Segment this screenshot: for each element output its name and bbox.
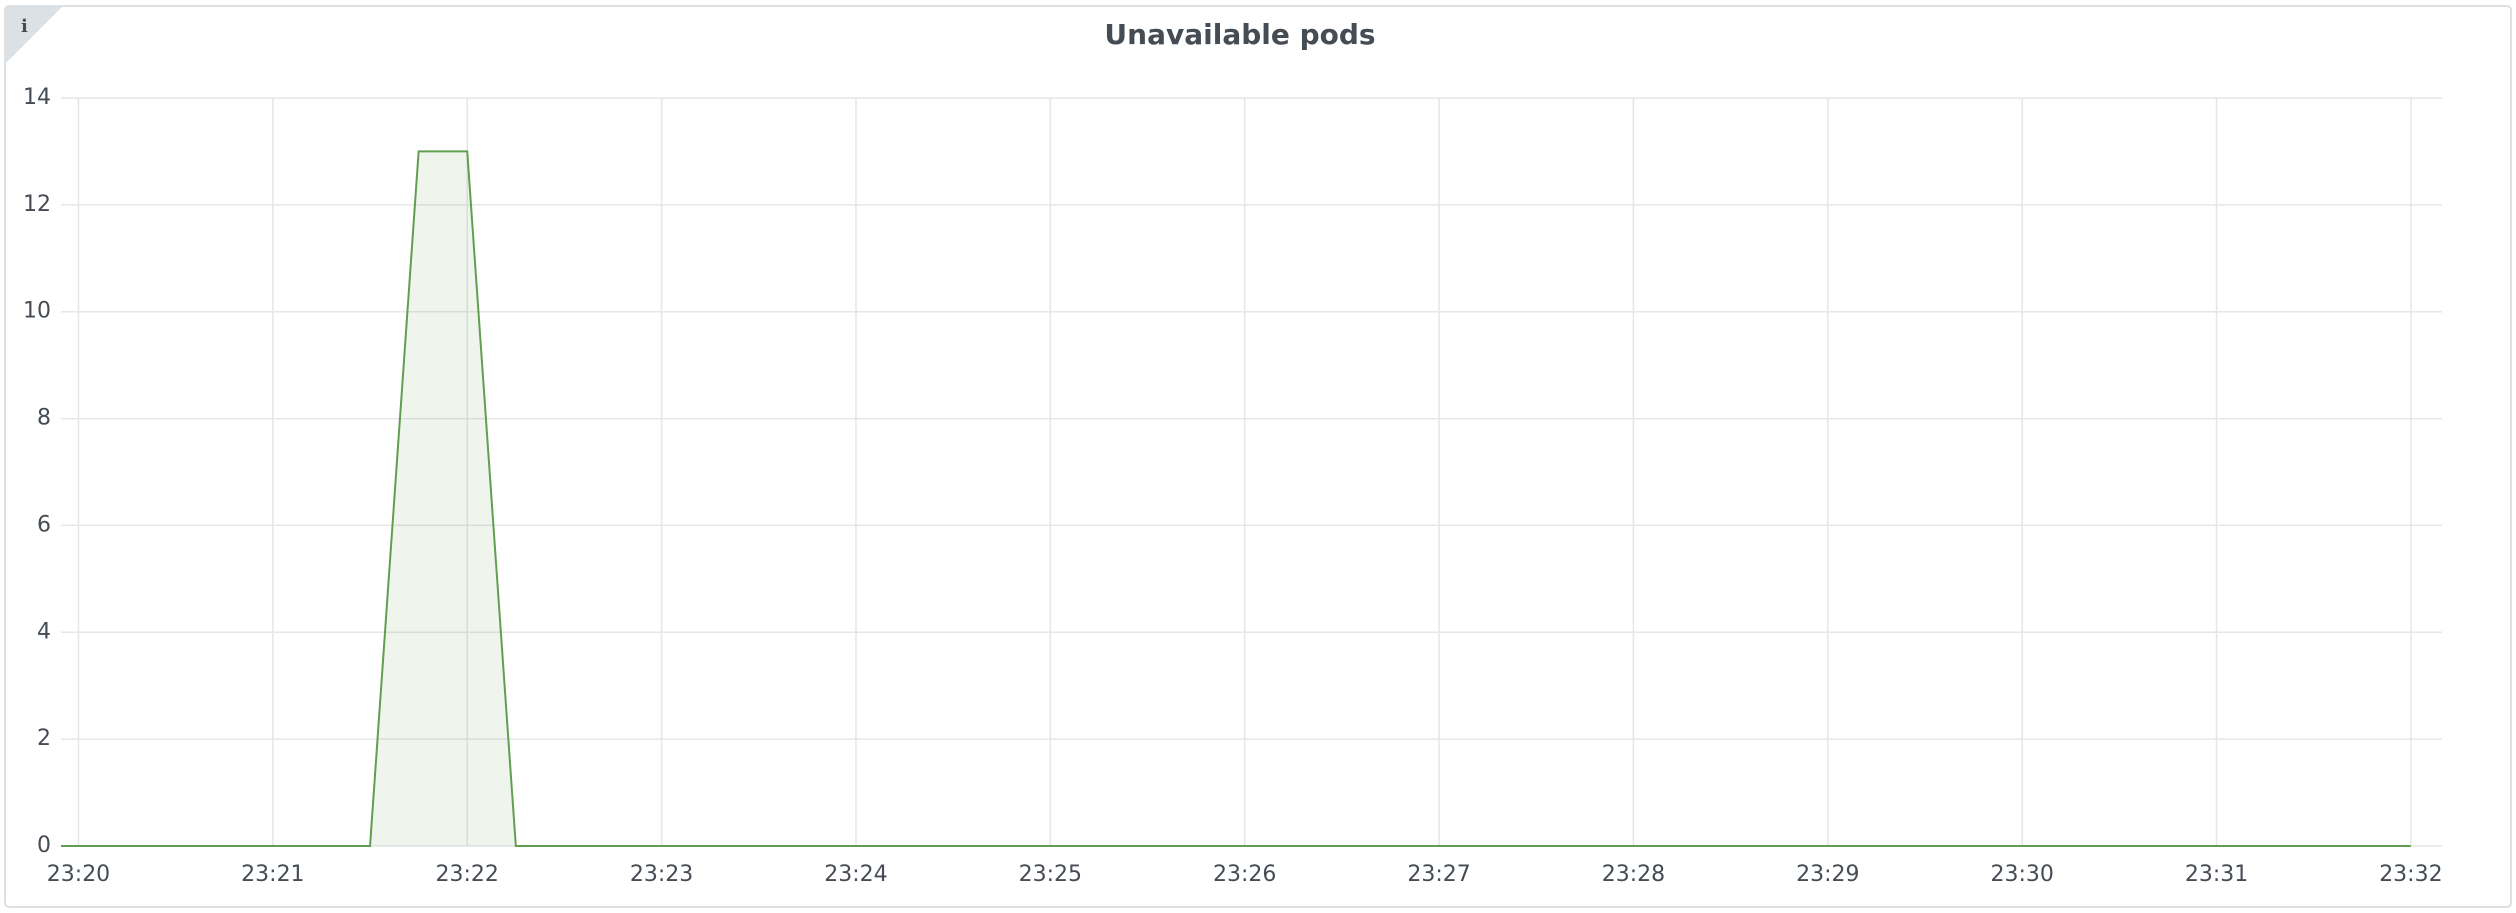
x-tick-label: 23:29 xyxy=(1796,862,1859,887)
x-tick-label: 23:22 xyxy=(436,862,499,887)
x-tick-label: 23:21 xyxy=(241,862,304,887)
y-tick-label: 2 xyxy=(37,726,51,751)
x-tick-label: 23:26 xyxy=(1213,862,1276,887)
y-tick-label: 6 xyxy=(37,512,51,537)
x-tick-label: 23:20 xyxy=(47,862,110,887)
x-tick-label: 23:28 xyxy=(1602,862,1665,887)
y-tick-label: 4 xyxy=(37,619,51,644)
y-tick-label: 0 xyxy=(37,833,51,858)
y-tick-label: 10 xyxy=(23,299,51,324)
info-icon[interactable]: i xyxy=(21,16,28,37)
x-tick-label: 23:24 xyxy=(824,862,887,887)
info-corner[interactable] xyxy=(6,7,62,63)
y-tick-label: 8 xyxy=(37,406,51,431)
x-tick-label: 23:30 xyxy=(1990,862,2053,887)
x-tick-label: 23:23 xyxy=(630,862,693,887)
y-tick-label: 12 xyxy=(23,192,51,217)
x-tick-label: 23:27 xyxy=(1407,862,1470,887)
line xyxy=(61,150,2411,847)
panel-border xyxy=(4,5,2512,908)
x-tick-label: 23:25 xyxy=(1019,862,1082,887)
x-tick-label: 23:32 xyxy=(2379,862,2442,887)
y-tick-label: 14 xyxy=(23,85,51,110)
panel-title: Unavailable pods xyxy=(1104,18,1375,51)
x-tick-label: 23:31 xyxy=(2185,862,2248,887)
